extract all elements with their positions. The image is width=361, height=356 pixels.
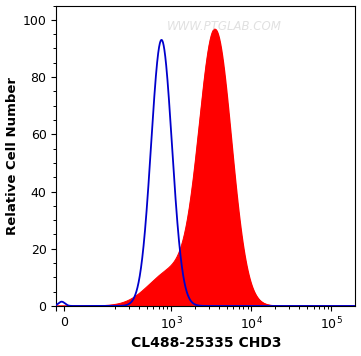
X-axis label: CL488-25335 CHD3: CL488-25335 CHD3 [131,336,281,350]
Text: WWW.PTGLAB.COM: WWW.PTGLAB.COM [166,20,281,33]
Y-axis label: Relative Cell Number: Relative Cell Number [5,77,18,235]
